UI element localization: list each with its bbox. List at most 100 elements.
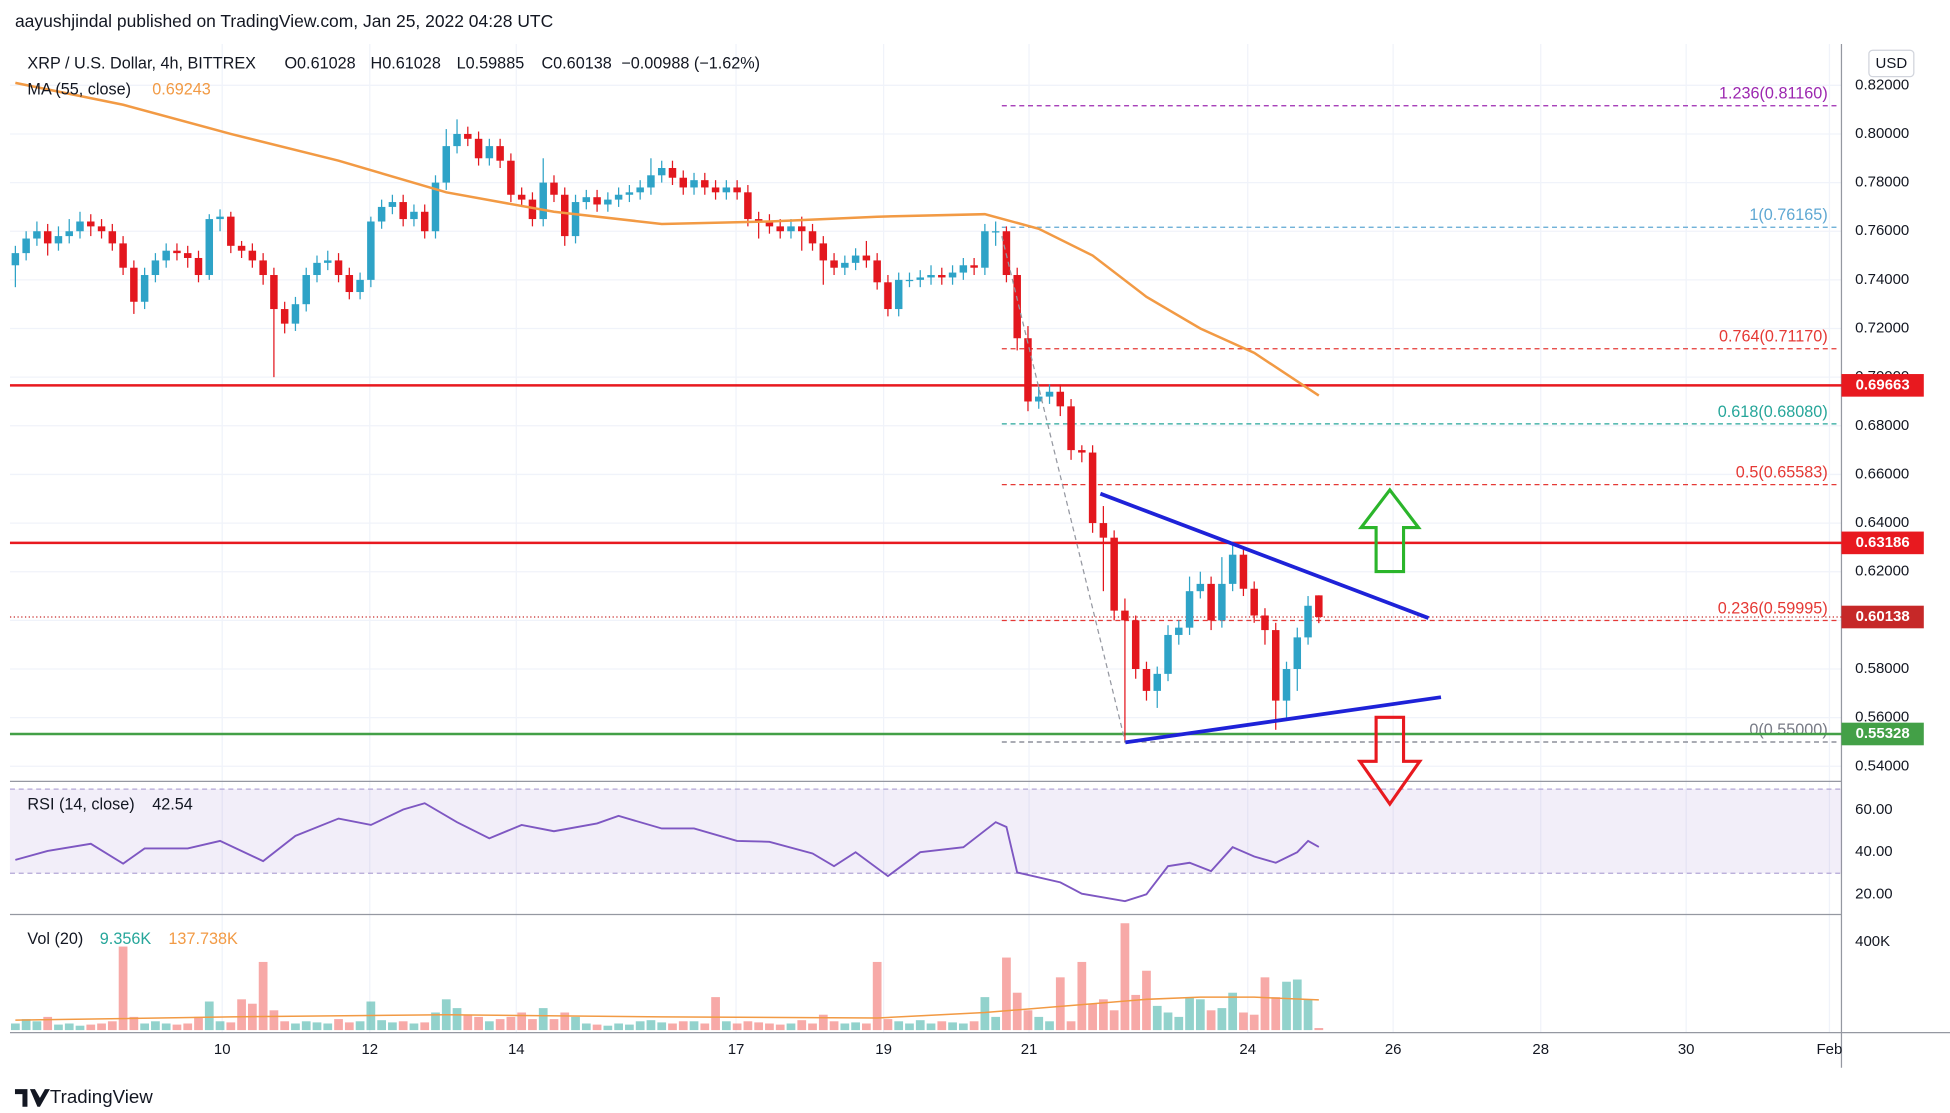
- volume-bar: [183, 1023, 193, 1031]
- plot-layer: 0.82000 0.80000 0.78000 0.76000 0.74000 0.720…: [9, 76, 1909, 1031]
- volume-bar: [883, 1019, 893, 1031]
- volume-bar: [948, 1022, 957, 1031]
- candle-body: [194, 257, 203, 276]
- volume-bar: [140, 1023, 150, 1031]
- candle-body: [1142, 669, 1151, 691]
- volume-bar: [700, 1023, 710, 1031]
- candle-body: [614, 194, 623, 200]
- volume-bar: [344, 1022, 354, 1031]
- volume-bar: [1099, 999, 1108, 1031]
- candle-body: [108, 231, 117, 244]
- volume-bar: [97, 1023, 106, 1031]
- candle-body: [1121, 610, 1129, 621]
- candle-body: [485, 146, 494, 159]
- x-tick-label: 14: [508, 1041, 525, 1058]
- candle-body: [959, 265, 968, 273]
- candle-body: [420, 211, 429, 232]
- candle-body: [11, 253, 20, 266]
- candle-body: [668, 168, 677, 178]
- price-change: −0.00988 (−1.62%): [621, 54, 760, 72]
- candle-body: [657, 168, 666, 176]
- candle-body: [1207, 583, 1215, 621]
- volume-bar: [301, 1021, 311, 1031]
- candle-body: [894, 279, 903, 310]
- candle-body: [722, 187, 731, 193]
- volume-bar: [549, 1019, 559, 1031]
- volume-bar: [388, 1022, 397, 1031]
- y-tick-label: 0.68000: [1855, 417, 1909, 434]
- volume-bar: [581, 1023, 591, 1031]
- volume-bar: [377, 1020, 386, 1031]
- candle-body: [776, 226, 784, 232]
- currency[interactable]: USD: [1876, 55, 1908, 72]
- volume-bar: [678, 1021, 688, 1031]
- candle-body: [270, 275, 278, 310]
- candle-body: [1185, 591, 1194, 628]
- y-tick-label: 0.54000: [1855, 757, 1909, 774]
- y-tick-label: 0.62000: [1855, 563, 1909, 580]
- candle-body: [1293, 637, 1302, 670]
- currency-box[interactable]: [1868, 49, 1915, 78]
- candle-body: [1045, 391, 1054, 397]
- x-tick-label: 19: [875, 1041, 892, 1058]
- volume-bar: [1045, 1021, 1054, 1031]
- volume-bar: [280, 1021, 290, 1031]
- fib-label: 1.236(0.81160): [1719, 85, 1828, 103]
- volume-bar: [668, 1023, 677, 1031]
- volume-bar: [980, 997, 990, 1031]
- price-tags: 10 12 14 17 19 21 24 26 28 30 Feb 0.69663 0.63186 0.5…: [214, 374, 1924, 1058]
- trend-line: [1125, 695, 1442, 745]
- candle-body: [431, 182, 440, 232]
- candle-body: [625, 192, 634, 195]
- volume-bar: [1271, 997, 1281, 1031]
- volume-bar: [1152, 1005, 1162, 1031]
- volume-bar: [646, 1020, 656, 1031]
- volume-bar: [355, 1021, 365, 1031]
- candle-body: [237, 245, 246, 251]
- symbol-title: XRP / U.S. Dollar, 4h, BITTREX: [27, 54, 256, 72]
- candle-body: [733, 187, 741, 193]
- x-tick-label: 26: [1385, 1041, 1402, 1058]
- candle-body: [927, 275, 935, 278]
- candle-body: [528, 199, 537, 220]
- y-tick-label: 400K: [1855, 933, 1890, 950]
- volume-bar: [915, 1020, 925, 1031]
- volume-bar: [937, 1021, 947, 1031]
- volume-bar: [194, 1016, 203, 1031]
- volume-bar: [21, 1019, 31, 1031]
- y-tick-label: 0.80000: [1855, 125, 1909, 142]
- candle-body: [1261, 615, 1269, 631]
- volume-bar: [1282, 981, 1291, 1031]
- candle-body: [819, 243, 828, 261]
- volume-bar: [1249, 1014, 1259, 1031]
- tradingview-logo: [14, 1089, 50, 1107]
- fib-label: 1(0.76165): [1749, 206, 1827, 224]
- volume-bar: [862, 1023, 871, 1031]
- volume-bar: [43, 1016, 53, 1031]
- volume-bar: [1023, 1010, 1033, 1031]
- candle-body: [119, 243, 127, 268]
- candle-body: [991, 231, 1000, 233]
- volume-bar: [1131, 994, 1141, 1031]
- volume-bar: [1239, 1012, 1248, 1031]
- y-tick-label: 0.58000: [1855, 660, 1909, 677]
- ohlc-open: O0.61028: [284, 54, 355, 72]
- y-tick-label: 0.56000: [1855, 709, 1909, 726]
- trend-line: [1099, 491, 1430, 620]
- candle-body: [1099, 523, 1108, 538]
- volume-bar: [808, 1023, 817, 1031]
- candle-body: [981, 231, 989, 268]
- volume-bar: [398, 1021, 408, 1031]
- candle-body: [1175, 627, 1183, 635]
- volume-bar: [11, 1023, 20, 1031]
- volume-bar: [269, 1010, 279, 1031]
- candle-body: [1013, 275, 1021, 339]
- candle-body: [1035, 396, 1043, 402]
- volume-bar: [495, 1019, 505, 1031]
- candle-body: [636, 187, 644, 193]
- candle-body: [259, 260, 267, 276]
- candle-body: [539, 182, 547, 220]
- volume-bar: [32, 1021, 42, 1031]
- volume-bar: [603, 1025, 613, 1031]
- volume-bar: [204, 1001, 214, 1031]
